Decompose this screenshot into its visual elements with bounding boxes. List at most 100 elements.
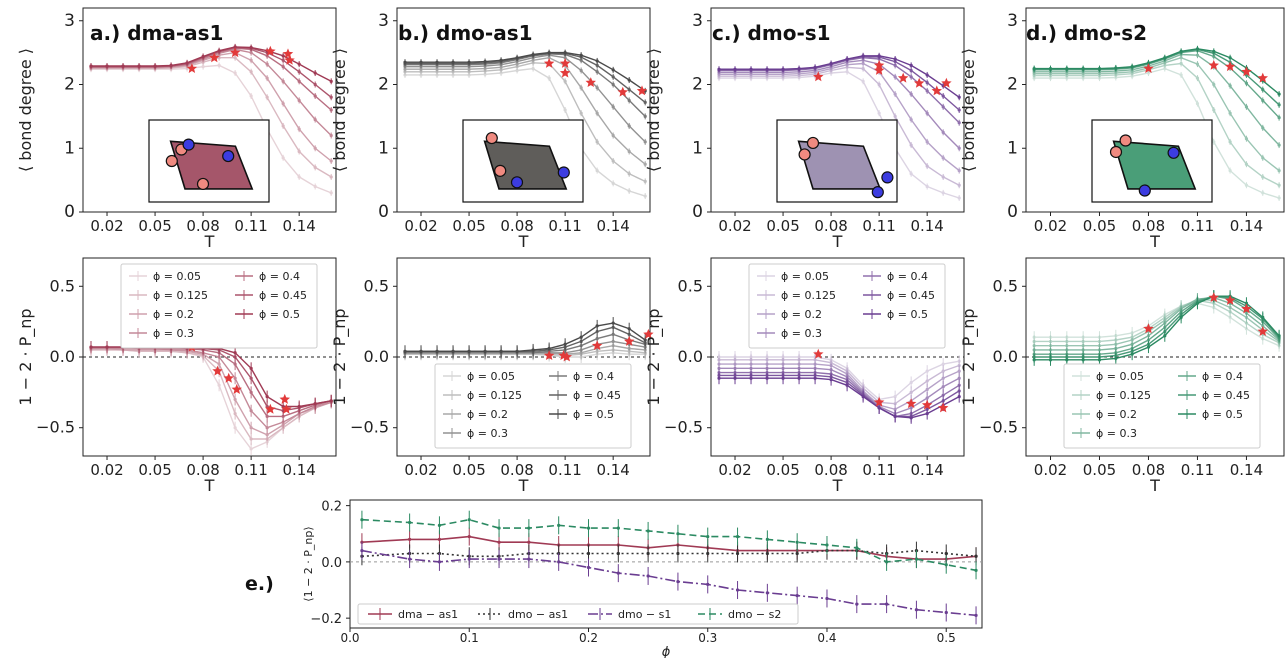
- transition-star-marker: [813, 348, 824, 359]
- data-point: [467, 518, 471, 522]
- transition-star-marker: [938, 402, 949, 413]
- data-point: [233, 411, 237, 416]
- y-tick-label: 1: [1007, 138, 1018, 158]
- inset-node-pink: [485, 131, 498, 145]
- data-point: [925, 73, 929, 77]
- data-point: [749, 67, 753, 71]
- inset-node-blue: [222, 149, 235, 163]
- transition-star-marker: [873, 396, 885, 407]
- legend-box: [748, 263, 946, 349]
- transition-star-marker: [284, 54, 295, 65]
- legend-label: ϕ = 0.05: [467, 370, 515, 383]
- data-point: [1146, 71, 1151, 75]
- data-point: [957, 168, 961, 173]
- data-point: [941, 175, 945, 179]
- x-axis-label: T: [518, 476, 529, 495]
- x-tick-label: 0.02: [718, 461, 751, 479]
- data-point: [797, 376, 801, 380]
- data-point: [515, 349, 519, 353]
- data-point: [1179, 49, 1183, 53]
- data-point: [646, 529, 650, 533]
- data-point: [297, 127, 301, 131]
- data-point: [643, 114, 647, 118]
- y-axis-label: 1 − 2 · P_np: [330, 308, 350, 405]
- series-line: [91, 349, 332, 450]
- transition-star-marker: [905, 398, 917, 409]
- legend-label: ϕ = 0.2: [467, 408, 508, 421]
- data-point: [925, 369, 929, 373]
- data-point: [281, 404, 285, 409]
- legend-label: ϕ = 0.45: [887, 289, 935, 302]
- y-axis-label: ⟨ bond degree ⟩: [16, 48, 35, 172]
- data-point: [281, 102, 285, 106]
- transition-star-marker: [1241, 303, 1252, 314]
- data-point: [419, 73, 423, 77]
- data-point: [845, 70, 849, 74]
- y-axis-label: 1 − 2 · P_np: [959, 308, 979, 405]
- legend-box: [120, 263, 318, 349]
- data-point: [249, 45, 253, 50]
- data-point: [297, 149, 301, 154]
- data-point: [313, 146, 317, 150]
- data-point: [845, 383, 849, 387]
- data-point: [909, 75, 913, 79]
- x-tick-label: 0.11: [548, 217, 581, 235]
- x-tick-label: 0.08: [186, 461, 219, 479]
- data-point: [563, 56, 567, 60]
- legend-label: ϕ = 0.5: [573, 408, 614, 421]
- series-line: [719, 356, 960, 401]
- data-point: [497, 526, 501, 530]
- data-point: [437, 523, 442, 527]
- data-point: [563, 108, 567, 112]
- data-point: [611, 133, 615, 138]
- inset-node-blue: [557, 166, 570, 179]
- data-point: [1048, 358, 1053, 362]
- data-point: [957, 108, 961, 112]
- data-point: [861, 79, 865, 83]
- y-tick-label: 1: [378, 138, 389, 158]
- y-axis-label: 1 − 2 · P_np: [644, 308, 664, 405]
- transition-star-marker: [941, 77, 952, 88]
- data-point: [909, 172, 913, 176]
- data-point: [957, 196, 961, 200]
- transition-star-marker: [1208, 292, 1219, 302]
- data-point: [1163, 334, 1167, 338]
- data-point: [547, 51, 551, 55]
- data-point: [909, 416, 913, 420]
- data-point: [611, 75, 615, 79]
- data-point: [265, 404, 269, 409]
- data-point: [547, 76, 551, 80]
- data-point: [1032, 66, 1036, 71]
- transition-star-marker: [559, 58, 571, 68]
- data-point: [137, 64, 141, 68]
- series-line: [1034, 56, 1280, 172]
- series-line: [719, 374, 960, 418]
- data-point: [885, 560, 889, 564]
- data-point: [249, 94, 253, 98]
- data-point: [435, 349, 439, 353]
- transition-star-marker: [1143, 323, 1154, 334]
- y-axis-label: ⟨1 − 2 · P_np⟩: [302, 526, 315, 601]
- panel-title: d.) dmo-s2: [1026, 21, 1147, 45]
- data-point: [765, 591, 769, 595]
- legend-label: ϕ = 0.3: [781, 327, 822, 340]
- data-point: [1146, 61, 1151, 65]
- legend-label: ϕ = 0.4: [573, 370, 614, 383]
- series-line: [405, 62, 646, 183]
- data-point: [217, 383, 221, 387]
- data-point: [627, 149, 631, 154]
- data-point: [925, 164, 929, 168]
- transition-star-marker: [559, 67, 571, 78]
- x-tick-label: 0.02: [1034, 217, 1067, 235]
- data-point: [579, 68, 583, 73]
- data-point: [313, 82, 317, 87]
- data-point: [1081, 66, 1085, 71]
- series-line: [405, 67, 646, 197]
- y-tick-label: 0.0: [993, 347, 1018, 366]
- data-point: [646, 551, 650, 556]
- y-axis-label: ⟨ bond degree ⟩: [959, 48, 978, 172]
- chart-panel-2: 0.02 0.05 0.08 0.11 0.14 0 1 2 3 T ⟨ bond degree ⟩…: [330, 7, 651, 251]
- x-tick-label: 0.3: [698, 631, 717, 645]
- x-tick-label: 0.11: [1181, 461, 1214, 479]
